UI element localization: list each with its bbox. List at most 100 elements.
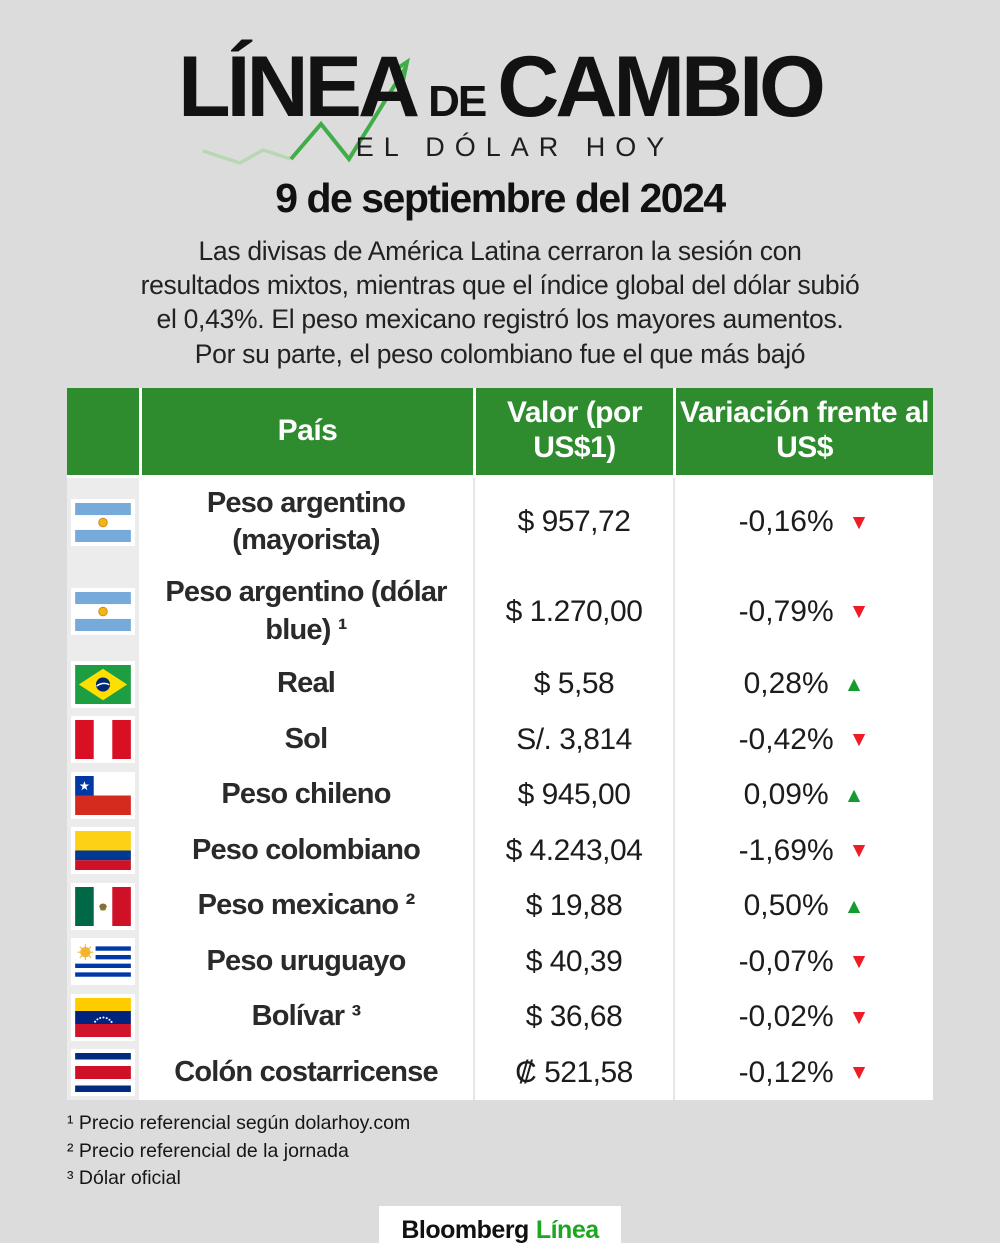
flag-cell bbox=[67, 656, 139, 712]
exchange-value: S/. 3,814 bbox=[473, 711, 673, 768]
flag-cell bbox=[67, 711, 139, 768]
summary-line: resultados mixtos, mientras que el índic… bbox=[140, 270, 860, 301]
logo-subtitle: EL DÓLAR HOY bbox=[355, 132, 675, 162]
variation-cell: -0,02% ▼ bbox=[673, 989, 933, 1045]
country-name: Peso argentino (mayorista) bbox=[139, 477, 473, 568]
footnotes: ¹ Precio referencial según dolarhoy.com … bbox=[67, 1110, 1000, 1192]
country-name: Peso uruguayo bbox=[139, 933, 473, 990]
variation-value: -0,12% bbox=[738, 1055, 834, 1089]
flag-cell bbox=[67, 567, 139, 657]
argentina-flag-icon bbox=[71, 498, 135, 546]
value-column-header: Valor (por US$1) bbox=[473, 387, 673, 478]
table-row: Real $ 5,58 0,28% ▲ bbox=[67, 656, 933, 712]
down-triangle-icon: ▼ bbox=[848, 600, 870, 624]
flag-cell bbox=[67, 989, 139, 1045]
table-body: Peso argentino (mayorista) $ 957,72 -0,1… bbox=[67, 477, 933, 1101]
report-date: 9 de septiembre del 2024 bbox=[275, 175, 726, 221]
table-row: Colón costarricense ₡ 521,58 -0,12% ▼ bbox=[67, 1044, 933, 1101]
costa-rica-flag-icon bbox=[71, 1049, 135, 1097]
footnote-1: ¹ Precio referencial según dolarhoy.com bbox=[67, 1112, 411, 1135]
mexico-flag-icon bbox=[71, 882, 135, 930]
variation-cell: -0,07% ▼ bbox=[673, 933, 933, 990]
variation-column-header: Variación frente al US$ bbox=[673, 387, 933, 478]
country-name: Peso chileno bbox=[139, 767, 473, 823]
table-row: Peso argentino (dólar blue) ¹ $ 1.270,00… bbox=[67, 567, 933, 657]
variation-value: -0,02% bbox=[738, 1000, 834, 1034]
exchange-value: $ 36,68 bbox=[473, 989, 673, 1045]
logo-word-cambio: CAMBIO bbox=[497, 39, 826, 135]
country-name: Sol bbox=[139, 711, 473, 768]
bloomberg-linea-logo: Bloomberg Línea bbox=[379, 1206, 621, 1243]
footer: Bloomberg Línea bbox=[0, 1206, 1000, 1243]
country-column-header: País bbox=[139, 387, 473, 478]
variation-cell: -0,42% ▼ bbox=[673, 711, 933, 768]
up-triangle-icon: ▲ bbox=[843, 672, 865, 696]
down-triangle-icon: ▼ bbox=[848, 1061, 870, 1085]
variation-value: -1,69% bbox=[738, 833, 834, 867]
down-triangle-icon: ▼ bbox=[848, 728, 870, 752]
down-triangle-icon: ▼ bbox=[848, 950, 870, 974]
exchange-rate-table: País Valor (por US$1) Variación frente a… bbox=[67, 387, 933, 1101]
brazil-flag-icon bbox=[71, 660, 135, 708]
flag-column-header bbox=[67, 387, 139, 478]
table-row: Peso argentino (mayorista) $ 957,72 -0,1… bbox=[67, 477, 933, 568]
country-name: Peso mexicano ² bbox=[139, 878, 473, 934]
exchange-value: $ 19,88 bbox=[473, 878, 673, 934]
exchange-value: $ 5,58 bbox=[473, 656, 673, 712]
flag-cell bbox=[67, 767, 139, 823]
variation-cell: -0,12% ▼ bbox=[673, 1044, 933, 1101]
up-triangle-icon: ▲ bbox=[843, 894, 865, 918]
down-triangle-icon: ▼ bbox=[848, 1005, 870, 1029]
table-row: Peso chileno $ 945,00 0,09% ▲ bbox=[67, 767, 933, 823]
uruguay-flag-icon bbox=[71, 938, 135, 986]
summary-paragraph: Las divisas de América Latina cerraron l… bbox=[0, 234, 1000, 371]
header: LÍNEA DE CAMBIO EL DÓLAR HOY 9 de septie… bbox=[0, 0, 1000, 371]
footnote-3: ³ Dólar oficial bbox=[67, 1167, 181, 1190]
argentina-flag-icon bbox=[71, 588, 135, 636]
flag-cell bbox=[67, 878, 139, 934]
brand-linea: Línea bbox=[535, 1216, 599, 1243]
variation-cell: -0,16% ▼ bbox=[673, 477, 933, 568]
variation-value: -0,79% bbox=[738, 594, 834, 628]
logo-title: LÍNEA DE CAMBIO bbox=[0, 44, 1000, 130]
table-row: Peso mexicano ² $ 19,88 0,50% ▲ bbox=[67, 878, 933, 934]
chile-flag-icon bbox=[71, 771, 135, 819]
country-name: Peso colombiano bbox=[139, 822, 473, 879]
variation-value: 0,50% bbox=[743, 889, 829, 923]
variation-value: 0,09% bbox=[743, 778, 829, 812]
down-triangle-icon: ▼ bbox=[848, 510, 870, 534]
exchange-value: $ 4.243,04 bbox=[473, 822, 673, 879]
logo-word-de: DE bbox=[428, 77, 487, 126]
exchange-value: $ 957,72 bbox=[473, 477, 673, 568]
country-name: Bolívar ³ bbox=[139, 989, 473, 1045]
logo-word-linea: LÍNEA bbox=[178, 39, 420, 135]
flag-cell bbox=[67, 477, 139, 568]
variation-value: 0,28% bbox=[743, 667, 829, 701]
exchange-value: $ 1.270,00 bbox=[473, 567, 673, 657]
country-name: Peso argentino (dólar blue) ¹ bbox=[139, 567, 473, 657]
summary-line: Por su parte, el peso colombiano fue el … bbox=[194, 338, 806, 369]
country-name: Real bbox=[139, 656, 473, 712]
variation-cell: 0,09% ▲ bbox=[673, 767, 933, 823]
variation-cell: 0,28% ▲ bbox=[673, 656, 933, 712]
table-header-row: País Valor (por US$1) Variación frente a… bbox=[67, 387, 933, 478]
variation-cell: -0,79% ▼ bbox=[673, 567, 933, 657]
exchange-value: ₡ 521,58 bbox=[473, 1044, 673, 1101]
table-row: Bolívar ³ $ 36,68 -0,02% ▼ bbox=[67, 989, 933, 1045]
variation-cell: -1,69% ▼ bbox=[673, 822, 933, 879]
footnote-2: ² Precio referencial de la jornada bbox=[67, 1139, 349, 1162]
down-triangle-icon: ▼ bbox=[848, 839, 870, 863]
venezuela-flag-icon bbox=[71, 993, 135, 1041]
flag-cell bbox=[67, 822, 139, 879]
up-triangle-icon: ▲ bbox=[843, 783, 865, 807]
summary-line: Las divisas de América Latina cerraron l… bbox=[198, 236, 802, 266]
table-row: Sol S/. 3,814 -0,42% ▼ bbox=[67, 711, 933, 768]
exchange-value: $ 945,00 bbox=[473, 767, 673, 823]
variation-value: -0,07% bbox=[738, 944, 834, 978]
flag-cell bbox=[67, 1044, 139, 1101]
variation-value: -0,42% bbox=[738, 722, 834, 756]
brand-bloomberg: Bloomberg bbox=[401, 1216, 529, 1243]
country-name: Colón costarricense bbox=[139, 1044, 473, 1101]
flag-cell bbox=[67, 933, 139, 990]
